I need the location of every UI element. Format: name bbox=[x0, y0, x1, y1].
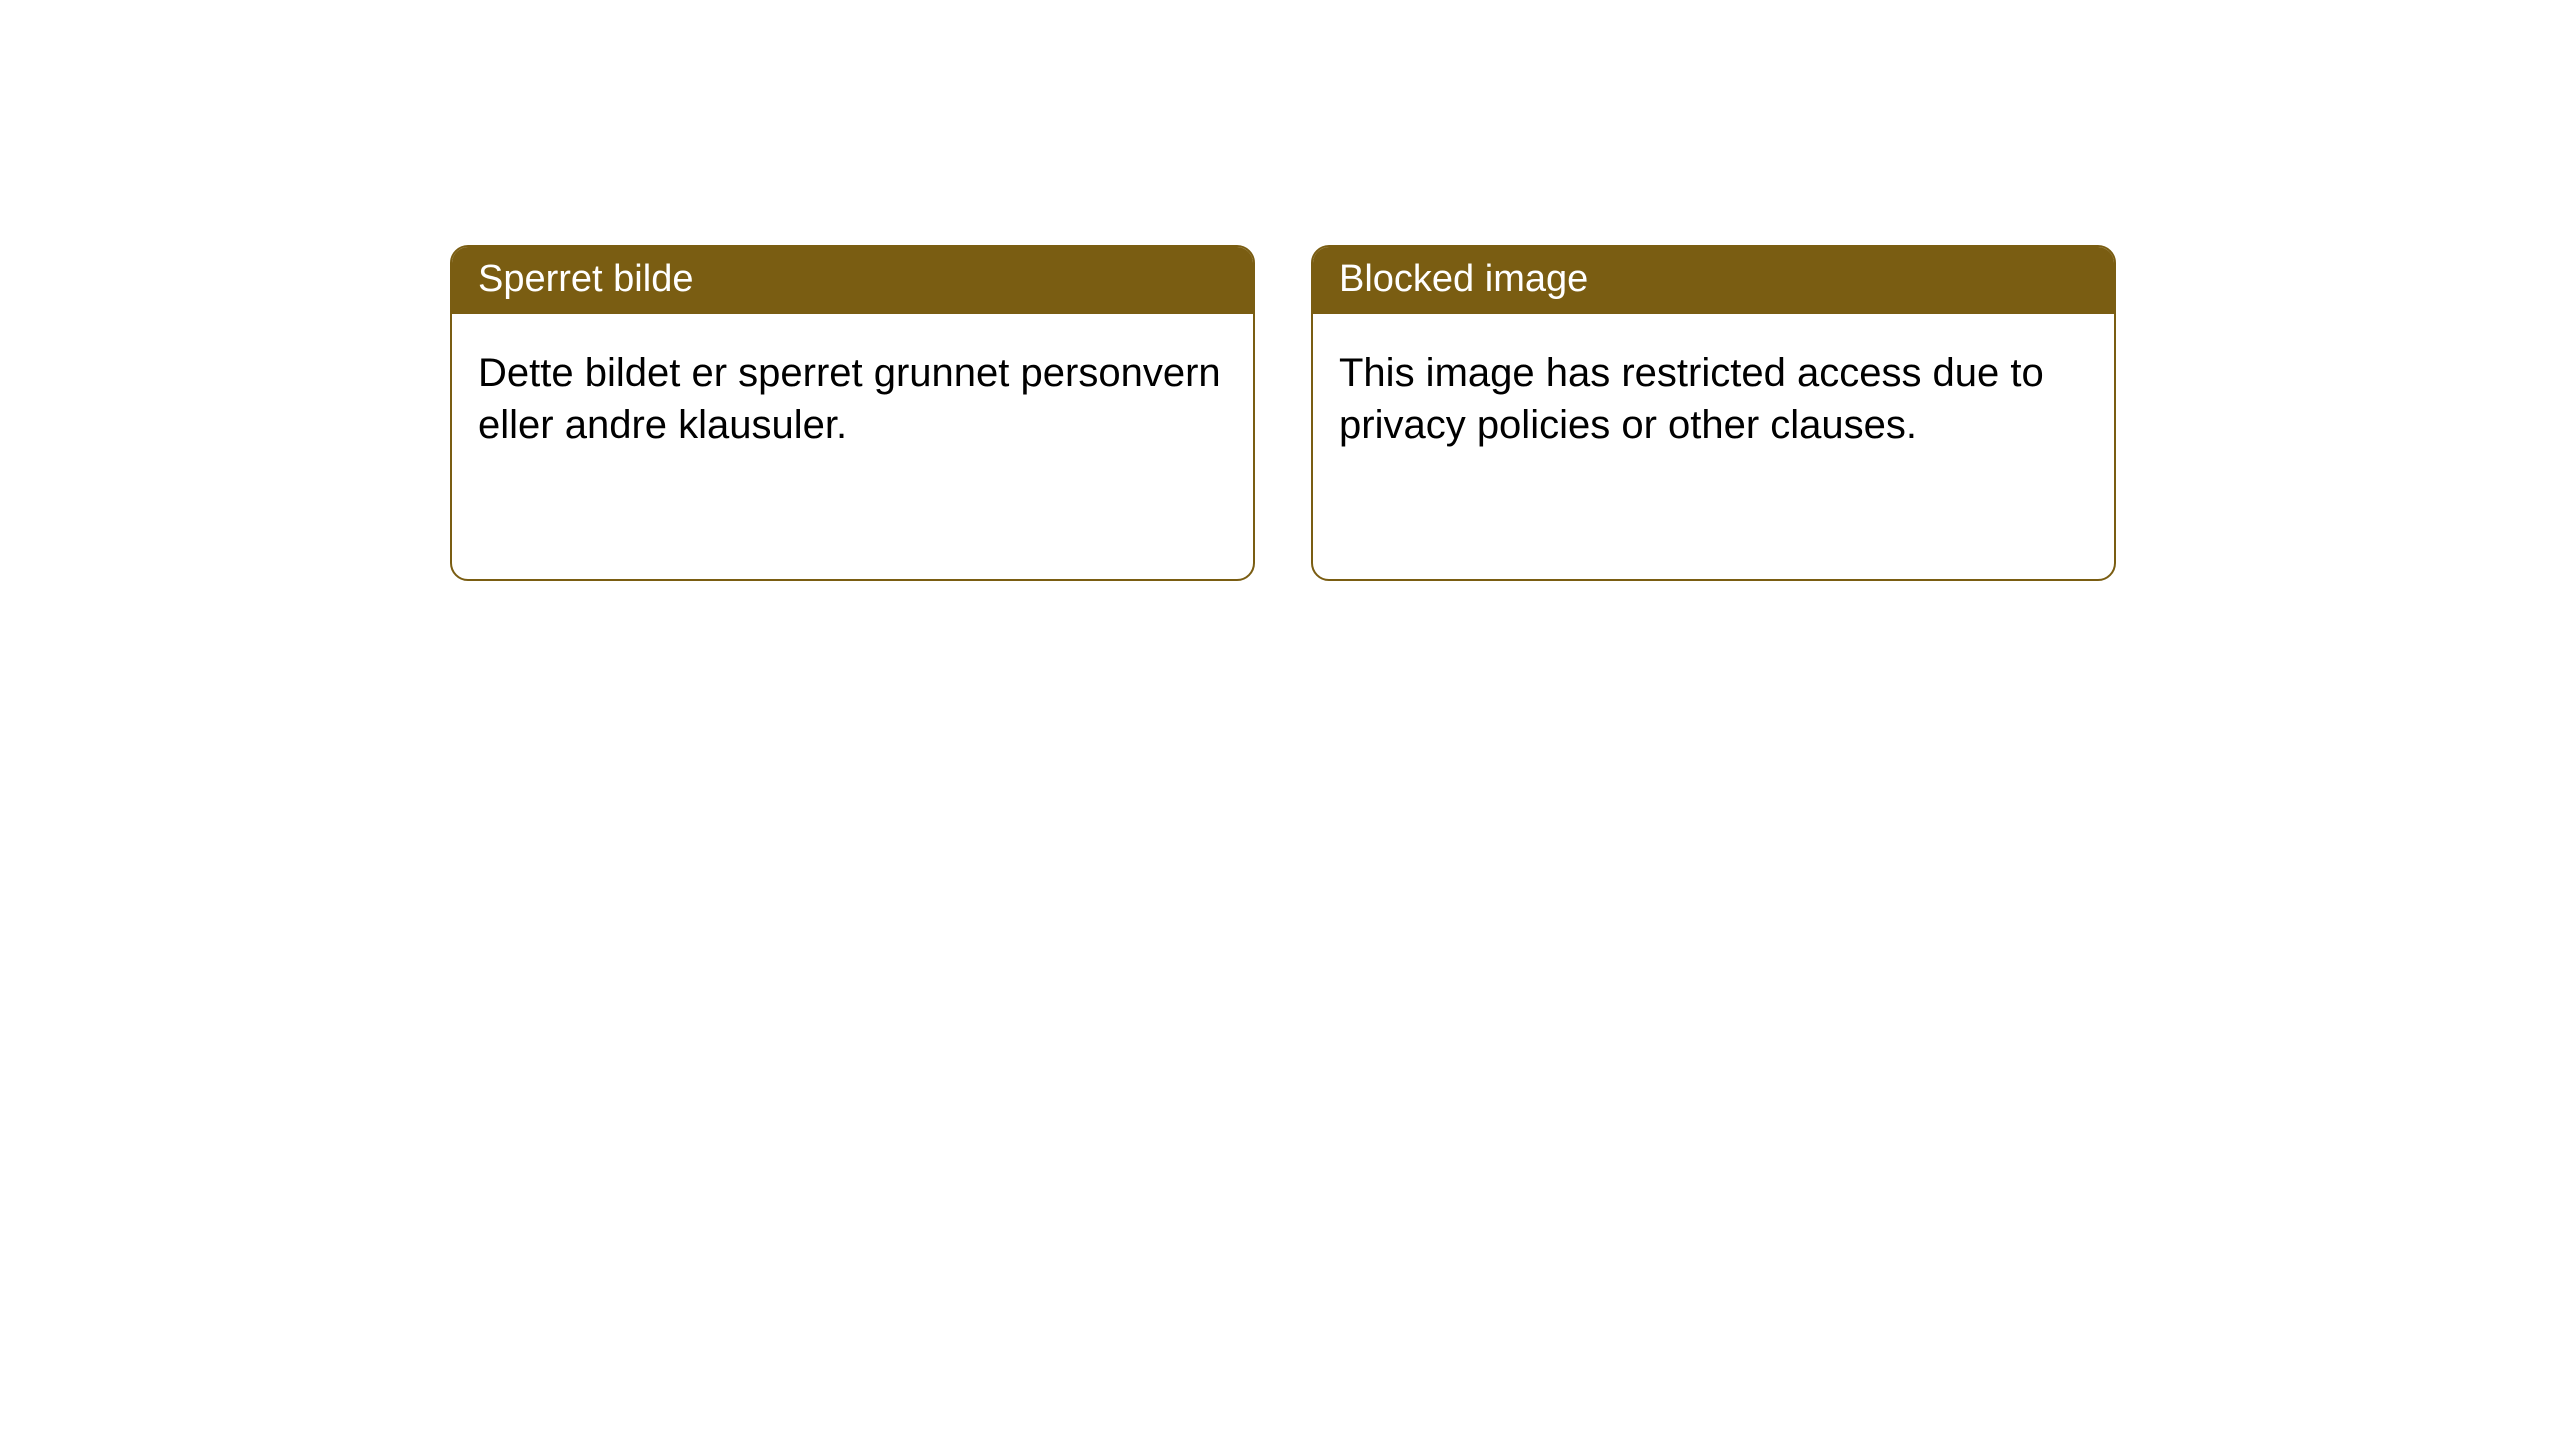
notice-header-norwegian: Sperret bilde bbox=[452, 247, 1253, 314]
notice-body-norwegian: Dette bildet er sperret grunnet personve… bbox=[452, 314, 1253, 484]
notice-body-english: This image has restricted access due to … bbox=[1313, 314, 2114, 484]
notice-header-english: Blocked image bbox=[1313, 247, 2114, 314]
notice-container: Sperret bilde Dette bildet er sperret gr… bbox=[0, 0, 2560, 581]
notice-box-english: Blocked image This image has restricted … bbox=[1311, 245, 2116, 581]
notice-box-norwegian: Sperret bilde Dette bildet er sperret gr… bbox=[450, 245, 1255, 581]
